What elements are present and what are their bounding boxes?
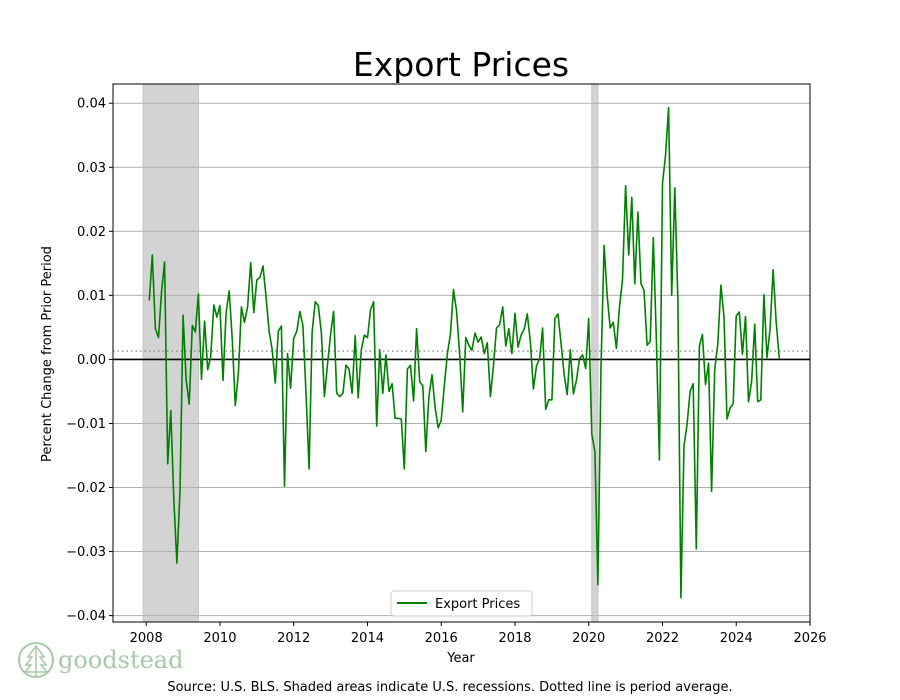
x-tick-label: 2008 [130,631,163,646]
plot-frame [112,83,811,623]
y-tick-label: −0.03 [66,545,106,560]
x-axis-ticks: 2008 2010 2012 2014 2016 2018 2020 2022 2024 2026 [130,622,827,646]
x-tick-label: 2010 [203,631,236,646]
recession-shading [142,83,599,623]
y-axis-label: Percent Change from Prior Period [40,246,55,462]
y-tick-label: 0.01 [77,289,106,304]
x-tick-label: 2024 [720,631,753,646]
y-tick-label: 0.02 [77,225,106,240]
legend-box [390,590,533,617]
x-tick-label: 2020 [572,631,605,646]
legend: Export Prices [390,590,533,617]
x-axis-label: Year [446,651,475,666]
y-tick-label: −0.02 [66,481,106,496]
x-tick-label: 2022 [646,631,679,646]
x-tick-label: 2014 [351,631,384,646]
source-note: Source: U.S. BLS. Shaded areas indicate … [167,680,733,695]
recession-band [142,83,199,623]
goodstead-logo: goodstead [18,640,183,680]
y-axis-ticks: 0.04 0.03 0.02 0.01 0.00 −0.01 −0.02 −0.03 −0.04 [66,97,113,624]
tree-icon [18,642,54,678]
x-tick-label: 2012 [277,631,310,646]
y-tick-label: −0.04 [66,609,106,624]
y-tick-label: 0.00 [77,353,106,368]
x-tick-label: 2016 [425,631,458,646]
x-tick-label: 2018 [498,631,531,646]
export-prices-line [148,106,781,599]
logo-text: goodstead [58,646,184,674]
chart-title: Export Prices [353,45,569,84]
legend-label: Export Prices [435,597,520,612]
y-tick-label: −0.01 [66,417,106,432]
y-tick-label: 0.03 [77,161,106,176]
y-tick-label: 0.04 [77,97,106,112]
x-tick-label: 2026 [793,631,826,646]
